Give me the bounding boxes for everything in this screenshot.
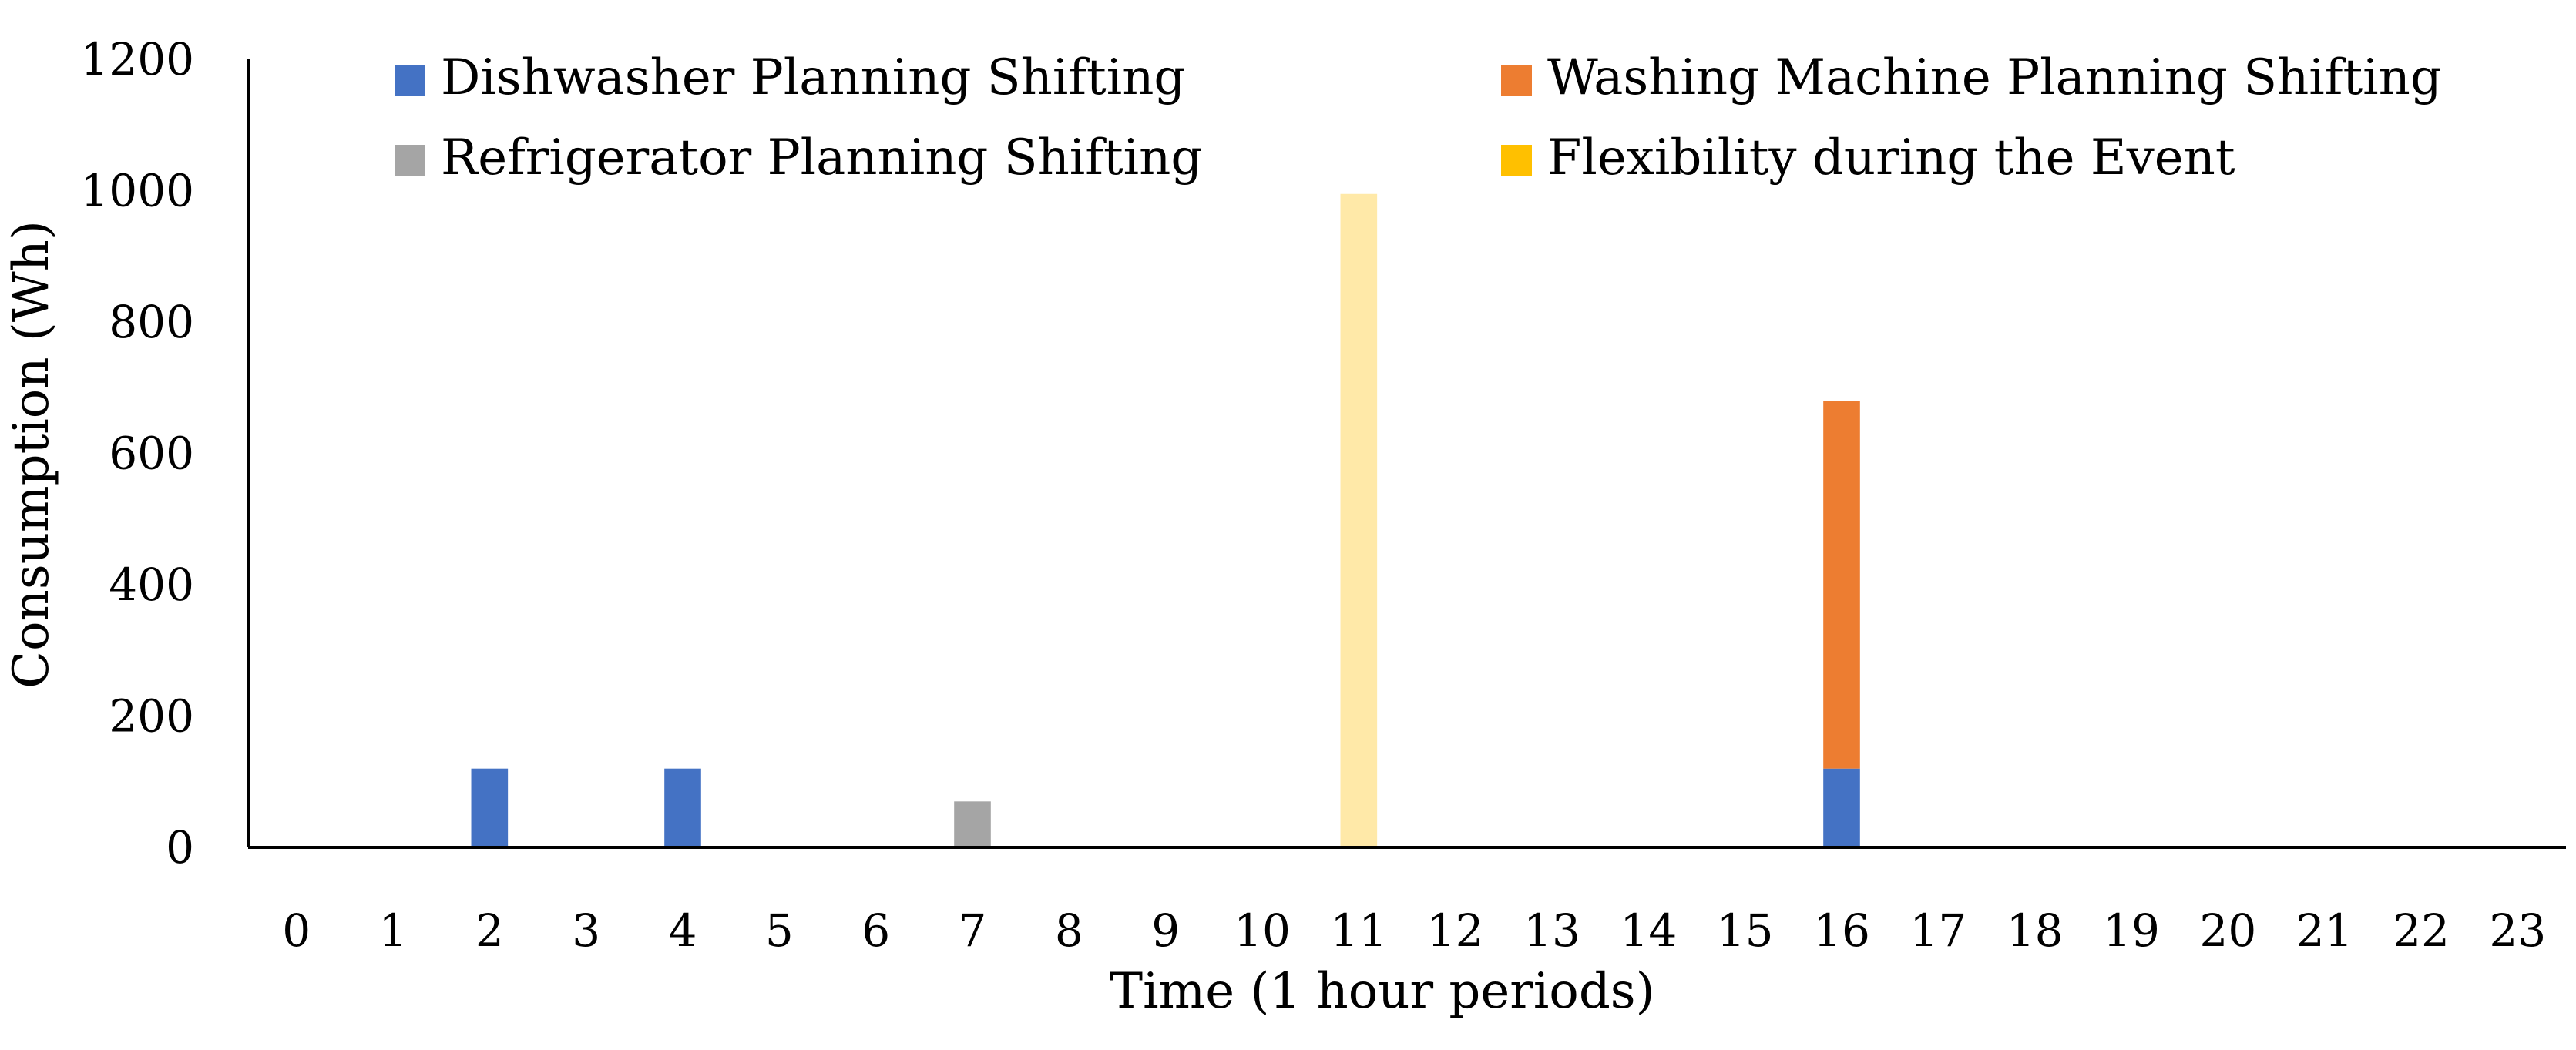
y-axis-title: Consumption (Wh) — [3, 220, 60, 689]
x-tick-label: 6 — [861, 904, 890, 957]
x-tick-label: 21 — [2296, 904, 2353, 957]
x-tick-label: 11 — [1330, 904, 1387, 957]
y-tick-label: 800 — [109, 296, 194, 348]
y-tick-label: 200 — [109, 690, 194, 743]
legend-label: Dishwasher Planning Shifting — [441, 49, 1185, 106]
x-tick-label: 14 — [1620, 904, 1677, 957]
y-tick-label: 600 — [109, 428, 194, 480]
x-tick-label: 20 — [2199, 904, 2256, 957]
y-tick-label: 1000 — [80, 165, 194, 217]
legend-swatch — [395, 145, 425, 176]
x-tick-label: 23 — [2489, 904, 2546, 957]
x-tick-label: 8 — [1055, 904, 1083, 957]
x-tick-label: 7 — [959, 904, 987, 957]
x-tick-label: 5 — [765, 904, 794, 957]
x-tick-label: 22 — [2393, 904, 2450, 957]
x-tick-label: 1 — [379, 904, 408, 957]
x-tick-label: 18 — [2007, 904, 2064, 957]
x-tick-label: 2 — [475, 904, 504, 957]
x-tick-label: 12 — [1427, 904, 1484, 957]
legend: Dishwasher Planning Shifting Washing Mach… — [395, 49, 2442, 186]
legend-label: Flexibility during the Event — [1547, 129, 2235, 186]
y-tick-label: 400 — [109, 559, 194, 611]
y-tick-label: 0 — [166, 821, 194, 874]
x-tick-label: 17 — [1909, 904, 1966, 957]
x-tick-label: 19 — [2103, 904, 2160, 957]
bars-layer — [471, 193, 1860, 847]
x-tick-label: 10 — [1234, 904, 1291, 957]
legend-label: Refrigerator Planning Shifting — [441, 129, 1202, 186]
x-tick-label: 13 — [1523, 904, 1580, 957]
y-tick-label: 1200 — [80, 33, 194, 86]
legend-swatch — [395, 65, 425, 96]
y-tick-labels: 0 200 400 600 800 1000 1200 — [80, 33, 194, 874]
x-tick-label: 4 — [669, 904, 697, 957]
legend-label: Washing Machine Planning Shifting — [1547, 49, 2442, 106]
bar — [1823, 768, 1860, 847]
x-tick-label: 16 — [1813, 904, 1870, 957]
bar — [1823, 401, 1860, 769]
x-tick-label: 3 — [572, 904, 600, 957]
x-axis-title: Time (1 hour periods) — [1110, 963, 1654, 1020]
x-tick-labels: 0 1 2 3 4 5 6 7 8 9 10 11 12 13 14 15 16 17 18 19 20 21 22 23 — [282, 904, 2546, 957]
bar — [664, 768, 701, 847]
bar — [471, 768, 509, 847]
x-tick-label: 15 — [1717, 904, 1774, 957]
bar — [954, 801, 991, 847]
bar — [1340, 193, 1378, 847]
x-tick-label: 9 — [1151, 904, 1180, 957]
legend-swatch — [1501, 145, 1532, 176]
x-tick-label: 0 — [282, 904, 311, 957]
legend-swatch — [1501, 65, 1532, 96]
